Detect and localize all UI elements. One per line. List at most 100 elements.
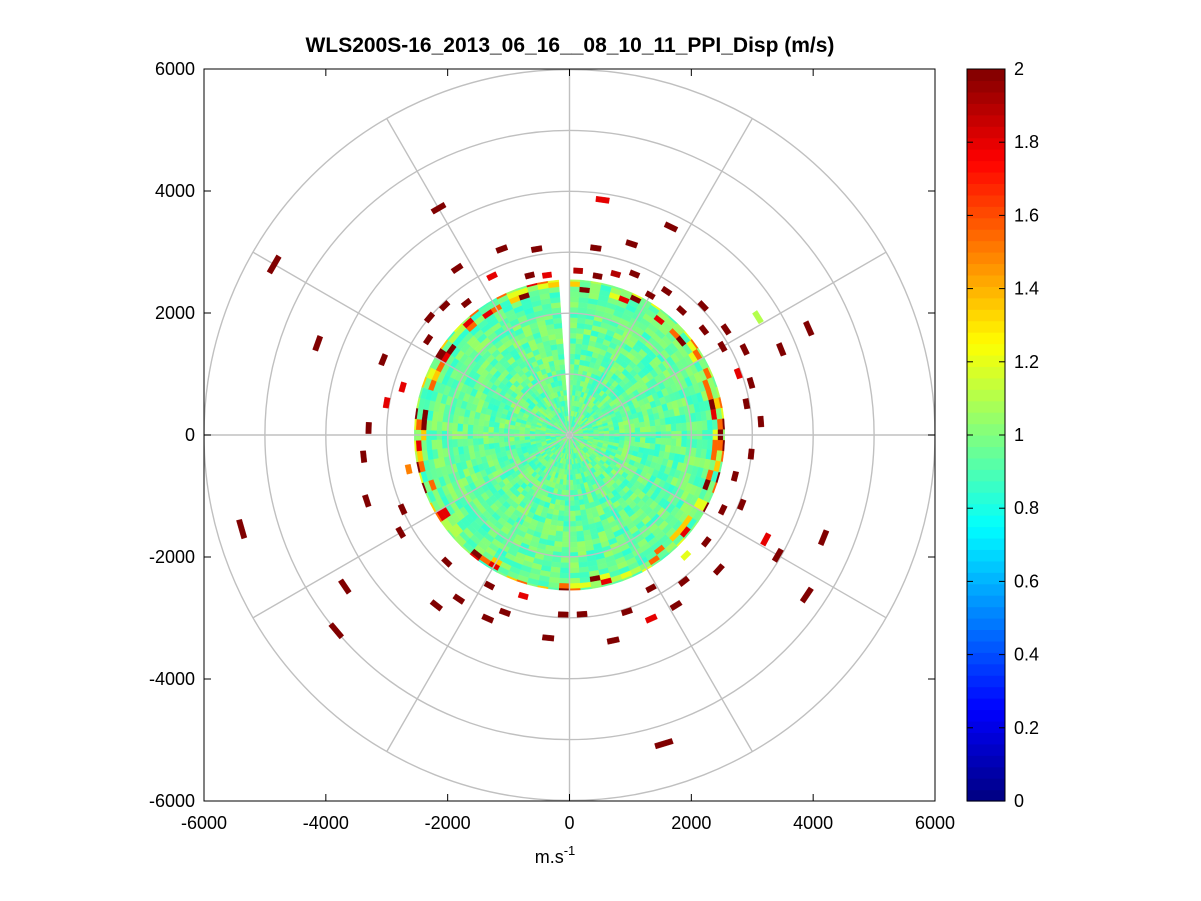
- scatter-cell: [365, 421, 372, 434]
- field-cell: [569, 337, 577, 344]
- field-cell: [691, 439, 698, 449]
- field-cell: [574, 348, 582, 355]
- field-cell: [482, 437, 489, 445]
- field-cell: [660, 424, 667, 433]
- field-cell: [451, 422, 458, 432]
- field-cell: [477, 437, 484, 445]
- colorbar: 2 1.8 1.6 1.4 1.2 1 0.8 0.6 0.4 0.2 0: [966, 59, 1039, 811]
- field-cell: [553, 540, 563, 548]
- colorbar-band: [967, 526, 1005, 539]
- colorbar-band: [967, 126, 1005, 139]
- field-cell: [706, 419, 714, 431]
- field-cell: [472, 437, 479, 446]
- field-cell: [569, 536, 578, 543]
- field-cell: [569, 296, 580, 303]
- field-cell: [691, 421, 698, 431]
- field-cell: [576, 540, 586, 548]
- field-cell: [624, 436, 631, 442]
- field-cell: [569, 526, 577, 533]
- scatter-cell: [360, 450, 368, 464]
- field-cell: [576, 322, 586, 330]
- field-cell: [598, 431, 605, 435]
- x-tick-label: -6000: [181, 813, 227, 833]
- field-cell: [431, 439, 438, 450]
- colorbar-band: [967, 618, 1005, 631]
- field-cell: [560, 557, 570, 564]
- colorbar-tick-label: 1.2: [1014, 352, 1039, 372]
- field-cell: [561, 541, 570, 548]
- field-cell: [574, 515, 582, 522]
- field-cell: [487, 426, 495, 433]
- field-cell: [650, 437, 657, 445]
- colorbar-band: [967, 354, 1005, 367]
- field-cell: [569, 500, 575, 507]
- field-cell: [539, 435, 546, 439]
- field-cell: [508, 436, 515, 442]
- colorbar-band: [967, 537, 1005, 550]
- colorbar-band: [967, 686, 1005, 699]
- colorbar-tick-label: 0: [1014, 791, 1024, 811]
- colorbar-band: [967, 469, 1005, 482]
- scatter-cell: [541, 271, 553, 279]
- field-cell: [569, 291, 580, 298]
- field-cell: [575, 343, 583, 350]
- colorbar-band: [967, 114, 1005, 127]
- field-cell: [569, 317, 578, 324]
- colorbar-band: [967, 743, 1005, 756]
- field-cell: [563, 394, 568, 401]
- field-cell: [562, 526, 570, 533]
- colorbar-band: [967, 194, 1005, 207]
- colorbar-band: [967, 549, 1005, 562]
- colorbar-tick-label: 1.6: [1014, 205, 1039, 225]
- colorbar-band: [967, 640, 1005, 653]
- field-cell: [573, 363, 580, 371]
- field-cell: [569, 567, 580, 574]
- field-cell: [451, 438, 458, 448]
- field-cell: [634, 427, 641, 433]
- field-cell: [563, 510, 570, 517]
- field-cell: [557, 510, 565, 517]
- colorbar-band: [967, 217, 1005, 230]
- colorbar-tick-label: 2: [1014, 59, 1024, 79]
- field-cell: [639, 437, 646, 444]
- field-cell: [498, 441, 505, 448]
- colorbar-band: [967, 435, 1005, 448]
- y-tick-label: 6000: [155, 59, 195, 79]
- field-cell: [420, 419, 428, 431]
- field-cell: [639, 421, 646, 428]
- field-cell: [519, 436, 525, 441]
- colorbar-band: [967, 766, 1005, 779]
- field-cell: [573, 499, 580, 507]
- y-tick-label: -4000: [149, 669, 195, 689]
- field-cell: [665, 424, 672, 432]
- field-cell: [569, 353, 576, 360]
- colorbar-tick-label: 1.8: [1014, 132, 1039, 152]
- chart-title: WLS200S-16_2013_06_16__08_10_11_PPI_Disp…: [306, 34, 835, 57]
- field-cell: [415, 439, 422, 452]
- colorbar-band: [967, 698, 1005, 711]
- y-tick-label: 4000: [155, 181, 195, 201]
- field-cell: [488, 442, 495, 450]
- colorbar-band: [967, 755, 1005, 768]
- field-cell: [576, 535, 585, 543]
- field-cell: [575, 338, 584, 345]
- field-cell: [569, 348, 576, 355]
- colorbar-band: [967, 183, 1005, 196]
- colorbar-band: [967, 606, 1005, 619]
- field-cell: [431, 420, 438, 431]
- field-cell: [575, 525, 584, 532]
- field-cell: [569, 577, 581, 584]
- field-cell: [639, 426, 646, 433]
- field-cell: [462, 423, 469, 432]
- field-cell: [513, 436, 520, 442]
- field-cell: [675, 438, 683, 447]
- field-cell: [569, 286, 581, 293]
- field-cell: [569, 562, 580, 569]
- field-cell: [572, 479, 577, 486]
- colorbar-band: [967, 720, 1005, 733]
- field-cell: [603, 430, 610, 435]
- x-tick-label: 4000: [793, 813, 833, 833]
- field-cell: [681, 438, 688, 448]
- field-cell: [655, 437, 662, 445]
- colorbar-band: [967, 263, 1005, 276]
